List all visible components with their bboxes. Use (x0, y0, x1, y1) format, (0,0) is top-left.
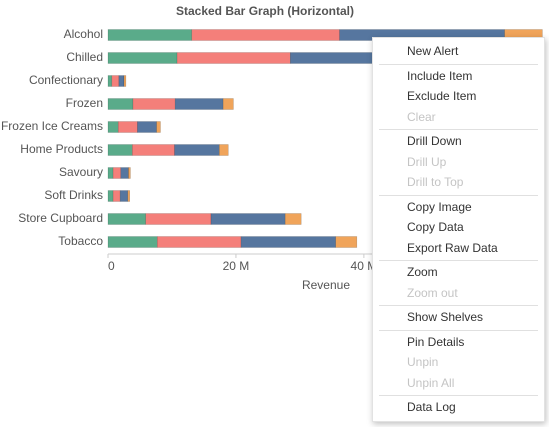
menu-item: Clear (407, 109, 436, 124)
y-tick-label: Frozen (66, 96, 103, 110)
menu-item[interactable]: Drill Down (407, 134, 462, 148)
y-tick-label: Tobacco (58, 234, 103, 248)
bar-segment (107, 52, 178, 64)
bar-segment (119, 190, 129, 202)
bar-segment (107, 190, 114, 202)
menu-separator (379, 63, 538, 65)
menu-item[interactable]: Zoom (407, 265, 438, 279)
menu-item: Drill to Top (407, 175, 464, 189)
bar-segment (128, 167, 131, 179)
bar-segment (156, 121, 161, 133)
bar-segment (107, 98, 134, 110)
bar-segment (137, 121, 157, 133)
menu-separator (379, 395, 538, 396)
menu-item[interactable]: New Alert (407, 44, 459, 58)
bar-segment (132, 144, 175, 156)
menu-item: Drill Up (407, 154, 447, 169)
menu-item[interactable]: Export Raw Data (407, 240, 498, 255)
menu-item[interactable]: Show Shelves (407, 310, 484, 324)
y-tick-label: Frozen Ice Creams (1, 119, 103, 133)
bar-segment (120, 167, 129, 179)
bar-segment (176, 52, 291, 64)
bar-segment (107, 75, 113, 87)
bar-segment (123, 75, 127, 87)
y-tick-label: Soft Drinks (44, 188, 103, 202)
menu-item: Unpin All (407, 375, 455, 390)
bar-segment (210, 213, 286, 225)
bar-segment (111, 75, 120, 87)
bar-segment (335, 236, 358, 248)
bar-segment (127, 190, 130, 202)
menu-item[interactable]: Copy Image (407, 199, 472, 214)
bar-segment (174, 144, 220, 156)
bar-segment (222, 98, 234, 110)
bar-segment (117, 121, 138, 133)
bar-segment (107, 121, 119, 133)
x-tick-label: 20 M (223, 259, 250, 273)
bar-segment (112, 167, 122, 179)
menu-item[interactable]: Pin Details (407, 334, 465, 349)
menu-separator (379, 260, 538, 261)
bar-segment (132, 98, 176, 110)
bar-segment (157, 236, 242, 248)
y-tick-label: Savoury (59, 165, 103, 179)
bar-segment (191, 29, 340, 41)
x-tick-label: 40 M (351, 259, 378, 273)
chart-title: Stacked Bar Graph (Horizontal) (176, 4, 354, 18)
context-menu: New Alert Include Item Exclude Item Clear Dr… (372, 37, 545, 422)
bar-segment (107, 213, 146, 225)
bar-segment (284, 213, 302, 225)
menu-item[interactable]: Include Item (407, 68, 473, 83)
bar-segment (219, 144, 229, 156)
y-tick-label: Chilled (66, 50, 103, 64)
bar-segment (145, 213, 212, 225)
y-tick-label: Confectionary (29, 73, 103, 87)
menu-item[interactable]: Data Log (407, 400, 456, 414)
bar-segment (107, 236, 158, 248)
bar-segment (118, 75, 125, 87)
y-tick-label: Home Products (20, 142, 103, 156)
bar-segment (107, 29, 193, 41)
bar-segment (240, 236, 336, 248)
menu-separator (379, 194, 538, 196)
y-tick-label: Store Cupboard (18, 211, 103, 225)
bar-segment (107, 167, 114, 179)
menu-separator (379, 129, 538, 130)
bar-segment (112, 190, 121, 202)
menu-item[interactable]: Exclude Item (407, 89, 477, 103)
menu-item: Unpin (407, 355, 439, 369)
bar-segment (174, 98, 224, 110)
menu-separator (379, 329, 538, 331)
x-axis-label: Revenue (302, 278, 350, 292)
menu-separator (379, 305, 538, 306)
x-tick-label: 0 (108, 259, 115, 273)
menu-item[interactable]: Copy Data (407, 220, 464, 234)
bar-segment (107, 144, 133, 156)
menu-item: Zoom out (407, 285, 458, 300)
y-tick-label: Alcohol (64, 27, 103, 41)
